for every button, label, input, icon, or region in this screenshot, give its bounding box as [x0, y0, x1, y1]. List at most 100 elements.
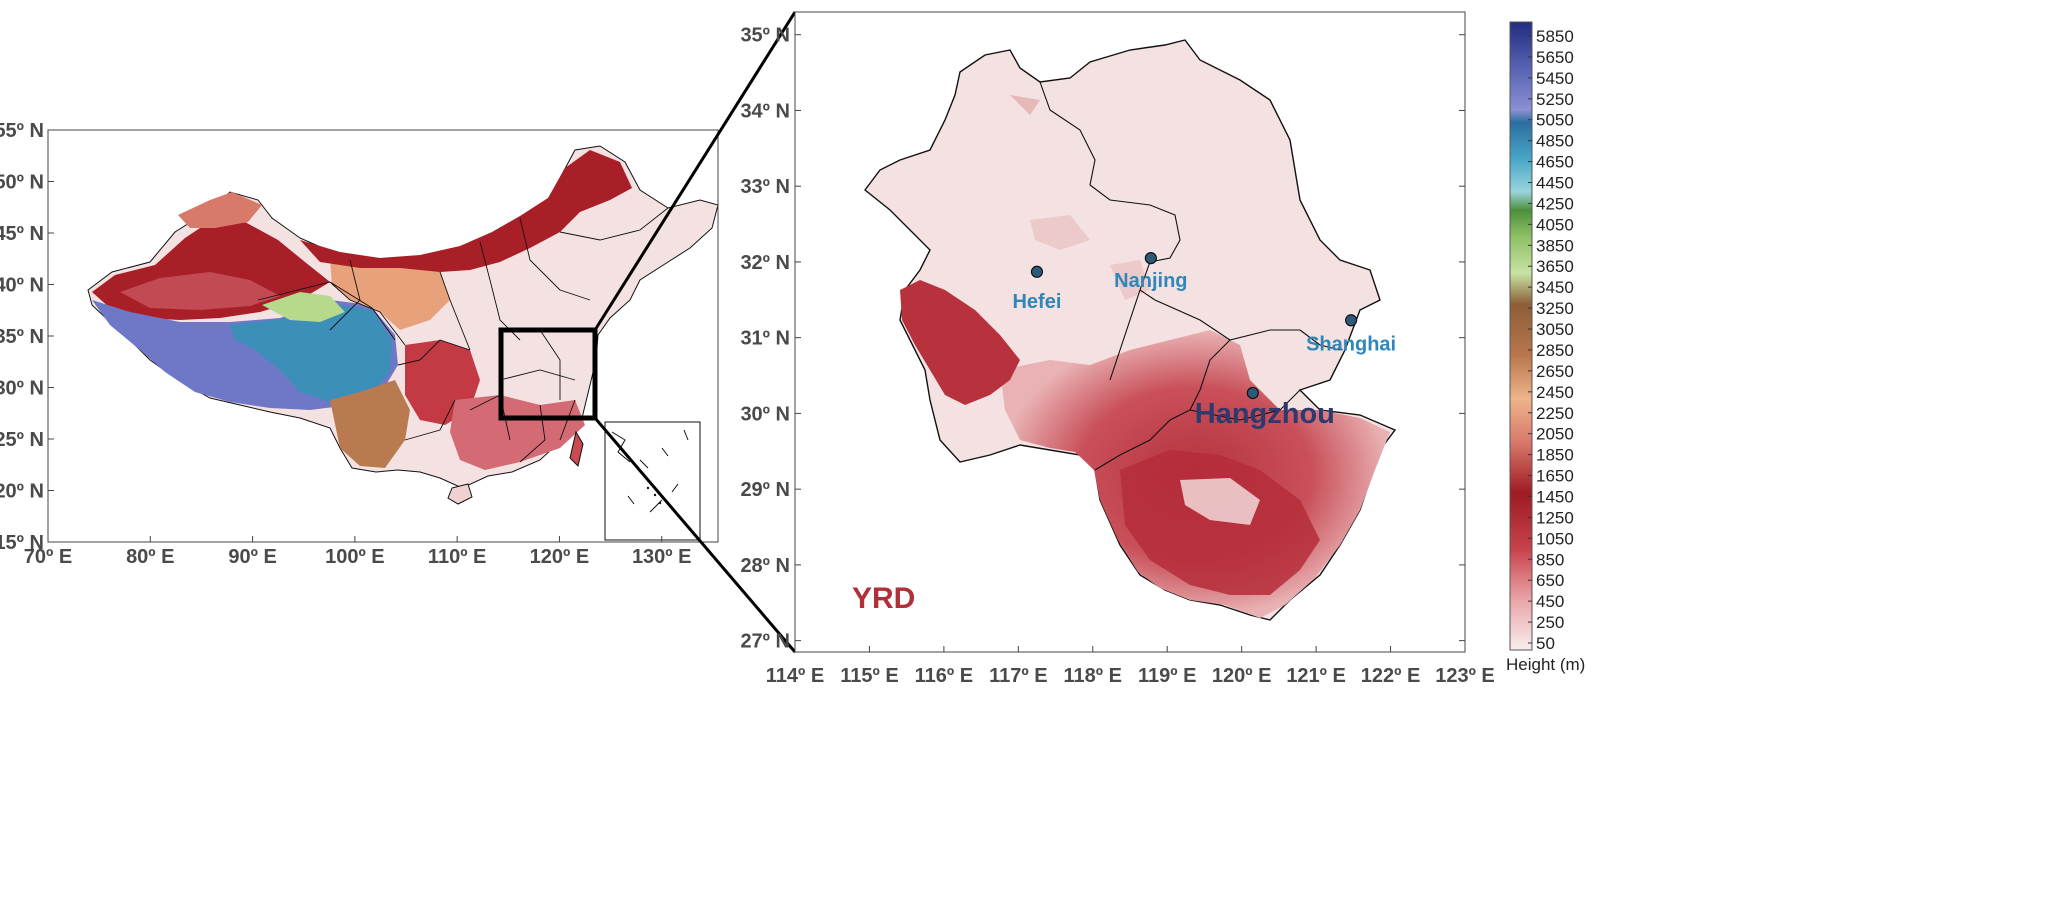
highland-core: [1120, 450, 1320, 595]
city-label: Shanghai: [1306, 333, 1396, 355]
colorbar-tick-label: 2450: [1536, 383, 1574, 402]
zoom-line-top: [593, 11, 797, 331]
hainan: [447, 483, 473, 505]
lon-tick-label: 110º E: [428, 546, 486, 568]
south-hills: [450, 395, 585, 470]
lon-tick-label: 115º E: [840, 665, 898, 687]
left-lat-ticks: 55º N 50º N 45º N 40º N 35º N 30º N 25º N 20º N…: [0, 120, 54, 554]
lat-tick-label: 29º N: [740, 479, 790, 501]
dabie-mountains: [900, 280, 1020, 405]
lat-tick-label: 30º N: [740, 403, 790, 425]
province-borders: [257, 207, 669, 463]
lat-tick-label: 55º N: [0, 120, 44, 142]
city-markers: Hefei Nanjing Shanghai Hangzhou: [1012, 252, 1396, 430]
lon-tick-label: 80º E: [126, 546, 174, 568]
colorbar-tick-label: 1450: [1536, 487, 1574, 506]
lat-tick-label: 30º N: [0, 378, 44, 400]
colorbar-tick-label: 4850: [1536, 132, 1574, 151]
lat-tick-label: 31º N: [740, 328, 790, 350]
colorbar-tick-label: 850: [1536, 550, 1564, 569]
lat-tick-label: 35º N: [0, 326, 44, 348]
city-label: Hangzhou: [1195, 398, 1335, 430]
colorbar-tick-label: 2250: [1536, 404, 1574, 423]
colorbar-tick-label: 5050: [1536, 111, 1574, 130]
sichuan-brown: [330, 380, 410, 468]
zoom-line-bottom: [593, 417, 797, 653]
colorbar-tick-label: 250: [1536, 613, 1564, 632]
hill-patch: [1030, 215, 1090, 250]
lat-tick-label: 15º N: [0, 532, 44, 554]
colorbar-tick-label: 5850: [1536, 27, 1574, 46]
city-marker: [1030, 265, 1044, 278]
lon-tick-label: 70º E: [24, 546, 72, 568]
plateau-teal: [230, 305, 392, 402]
lon-tick-label: 118º E: [1064, 665, 1122, 687]
taiwan: [569, 430, 584, 467]
colorbar-tick-label: 4450: [1536, 174, 1574, 193]
colorbar-tick-label: 5450: [1536, 69, 1574, 88]
lat-tick-label: 35º N: [740, 25, 790, 47]
city-label: Hefei: [1012, 291, 1061, 313]
lat-tick-label: 20º N: [0, 481, 44, 503]
hill-patch: [1010, 95, 1040, 115]
lon-tick-label: 117º E: [989, 665, 1047, 687]
colorbar-tick-label: 2050: [1536, 425, 1574, 444]
colorbar-tick-label: 1650: [1536, 467, 1574, 486]
lat-tick-label: 50º N: [0, 172, 44, 194]
lat-tick-label: 28º N: [740, 555, 790, 577]
yrd-zoom-map: Hefei Nanjing Shanghai Hangzhou YRD 35º N 34…: [740, 11, 1495, 687]
qaidam-green: [262, 292, 345, 322]
right-map-frame: [794, 11, 1466, 653]
lat-tick-label: 40º N: [0, 275, 44, 297]
lon-tick-label: 130º E: [632, 546, 692, 568]
lon-tick-label: 90º E: [228, 546, 276, 568]
loess-orange: [330, 260, 450, 330]
colorbar-tick-label: 1250: [1536, 508, 1574, 527]
colorbar-tick-label: 4650: [1536, 153, 1574, 172]
city-marker: [1246, 386, 1259, 400]
north-red: [300, 150, 632, 272]
colorbar-tick-label: 1050: [1536, 529, 1574, 548]
lon-tick-label: 100º E: [325, 546, 385, 568]
city-label: Nanjing: [1114, 270, 1187, 292]
colorbar-tick-label: 3650: [1536, 257, 1574, 276]
lon-tick-label: 121º E: [1286, 665, 1346, 687]
colorbar-tick-label: 2850: [1536, 341, 1574, 360]
colorbar-tick-label: 3850: [1536, 236, 1574, 255]
colorbar-tick-label: 1850: [1536, 446, 1574, 465]
colorbar-tick-label: 4250: [1536, 194, 1574, 213]
right-lat-ticks: 35º N 34º N 33º N 32º N 31º N 30º N 29º N 28º N…: [740, 25, 1465, 653]
yrd-province-borders: [1039, 81, 1341, 471]
colorbar-ramp: [1509, 21, 1533, 651]
lat-tick-label: 25º N: [0, 429, 44, 451]
right-lon-ticks: 114º E 115º E 116º E 117º E 118º E 119º E 120º…: [766, 646, 1495, 687]
lat-tick-label: 33º N: [740, 176, 790, 198]
lat-tick-label: 45º N: [0, 223, 44, 245]
light-valley: [1180, 478, 1260, 525]
lon-tick-label: 122º E: [1361, 665, 1421, 687]
colorbar-tick-label: 5250: [1536, 90, 1574, 109]
colorbar-tick-label: 2650: [1536, 362, 1574, 381]
colorbar-title: Height (m): [1506, 655, 1585, 674]
colorbar-tick-label: 4050: [1536, 215, 1574, 234]
lon-tick-label: 120º E: [530, 546, 590, 568]
colorbar-tick-label: 450: [1536, 592, 1564, 611]
colorbar-tick-label: 3050: [1536, 320, 1574, 339]
lon-tick-label: 116º E: [915, 665, 973, 687]
colorbar-tick-label: 3450: [1536, 278, 1574, 297]
lat-tick-label: 34º N: [740, 100, 790, 122]
left-lon-ticks: 70º E 80º E 90º E 100º E 110º E 120º E 130º E: [24, 536, 692, 568]
colorbar-tick-label: 3250: [1536, 299, 1574, 318]
yrd-highlight-box: [498, 327, 598, 421]
city-marker: [1344, 314, 1358, 327]
colorbar-tick-label: 50: [1536, 634, 1555, 653]
city-marker: [1144, 252, 1157, 265]
lat-tick-label: 27º N: [740, 631, 790, 653]
lat-tick-label: 32º N: [740, 252, 790, 274]
tarim-core: [120, 272, 280, 310]
colorbar-tick-label: 650: [1536, 571, 1564, 590]
lon-tick-label: 119º E: [1138, 665, 1196, 687]
